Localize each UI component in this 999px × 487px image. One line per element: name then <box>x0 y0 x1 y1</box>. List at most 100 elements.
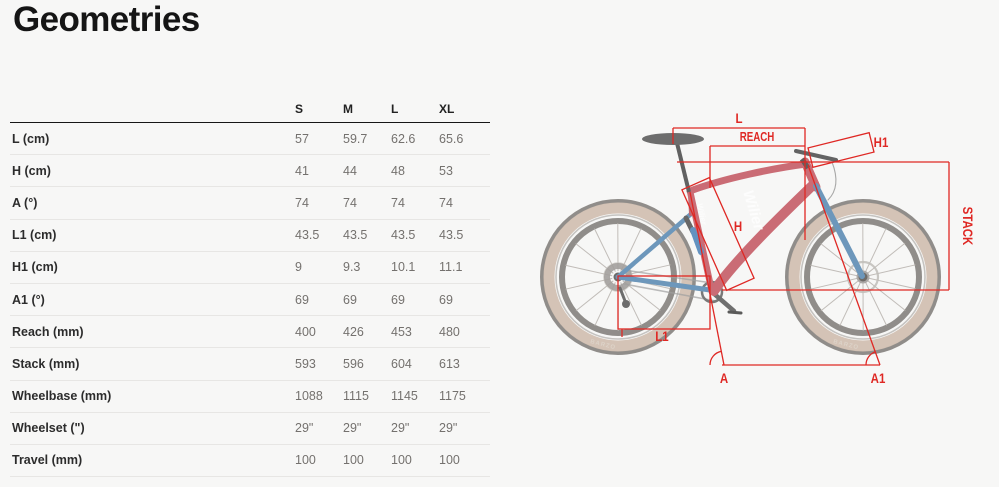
row-value: 41 <box>295 163 309 178</box>
table-row: Wheelbase (mm) 1088 1115 1145 1175 <box>10 381 490 413</box>
row-value: 100 <box>439 453 460 468</box>
table-header-row: S M L XL <box>10 95 490 123</box>
size-header-m: M <box>343 101 353 116</box>
row-value: 29" <box>295 421 314 436</box>
brake-cable <box>827 161 837 201</box>
reach-label: REACH <box>740 131 775 144</box>
row-label: H1 (cm) <box>12 260 58 275</box>
page-title: Geometries <box>13 0 200 39</box>
row-value: 1088 <box>295 389 323 404</box>
top-tube <box>686 160 810 195</box>
row-value: 100 <box>391 453 412 468</box>
table-body: L (cm) 57 59.7 62.6 65.6 H (cm) 41 44 48… <box>10 123 490 478</box>
table-row: A1 (°) 69 69 69 69 <box>10 284 490 317</box>
row-value: 43.5 <box>343 228 368 243</box>
dimension-a <box>689 191 725 366</box>
row-value: 69 <box>295 292 309 307</box>
geometry-annotations: L REACH H1 STACK H <box>617 110 976 386</box>
h-label: H <box>734 218 742 234</box>
seatstay <box>615 211 694 280</box>
table-row: Stack (mm) 593 596 604 613 <box>10 348 490 381</box>
row-value: 74 <box>391 195 405 210</box>
row-value: 57 <box>295 131 309 146</box>
dimension-stack <box>677 161 950 291</box>
bike-diagram: BARZO BARZO <box>540 110 976 386</box>
row-value: 1175 <box>439 389 466 404</box>
row-label: Wheelbase (mm) <box>12 389 112 404</box>
row-value: 1145 <box>391 389 418 404</box>
row-value: 400 <box>295 324 316 339</box>
row-label: L1 (cm) <box>12 228 57 243</box>
size-header-s: S <box>295 101 304 116</box>
row-value: 44 <box>343 163 357 178</box>
geometry-table: S M L XL L (cm) 57 59.7 62.6 65.6 H (cm)… <box>10 95 490 478</box>
derailleur-icon <box>618 286 627 303</box>
row-label: L (cm) <box>12 131 50 146</box>
dimension-reach <box>709 145 805 188</box>
table-row: L1 (cm) 43.5 43.5 43.5 43.5 <box>10 220 490 252</box>
row-value: 65.6 <box>439 131 464 146</box>
h1-label: H1 <box>874 134 889 150</box>
row-value: 604 <box>391 356 412 371</box>
l-label: L <box>735 110 742 126</box>
row-value: 62.6 <box>391 131 416 146</box>
table-row: Wheelset (") 29" 29" 29" 29" <box>10 413 490 445</box>
row-value: 426 <box>343 324 364 339</box>
row-value: 9 <box>295 260 302 275</box>
dimension-l1 <box>617 275 711 337</box>
fork <box>813 183 865 279</box>
row-label: Stack (mm) <box>12 356 80 371</box>
row-value: 69 <box>391 292 405 307</box>
row-value: 100 <box>343 453 364 468</box>
table-row: A (°) 74 74 74 74 <box>10 187 490 220</box>
row-value: 29" <box>391 421 410 436</box>
row-value: 613 <box>439 356 460 371</box>
table-row: H (cm) 41 44 48 53 <box>10 155 490 188</box>
dimension-h <box>681 176 755 292</box>
row-value: 43.5 <box>439 228 464 243</box>
size-header-xl: XL <box>439 101 455 116</box>
size-header-l: L <box>391 101 399 116</box>
row-value: 29" <box>439 421 458 436</box>
row-value: 43.5 <box>295 228 320 243</box>
row-value: 59.7 <box>343 131 368 146</box>
table-row: Reach (mm) 400 426 453 480 <box>10 316 490 349</box>
row-value: 74 <box>343 195 357 210</box>
row-value: 69 <box>439 292 453 307</box>
row-value: 74 <box>439 195 453 210</box>
frame-logo: Wilier <box>739 188 767 233</box>
row-value: 48 <box>391 163 405 178</box>
a1-label: A1 <box>871 370 886 386</box>
row-value: 11.1 <box>439 260 463 275</box>
front-wheel: BARZO <box>785 199 941 355</box>
stack-label: STACK <box>960 207 976 246</box>
l1-label: L1 <box>655 328 668 344</box>
row-value: 593 <box>295 356 316 371</box>
row-label: Wheelset (") <box>12 421 85 436</box>
chainstay <box>615 274 713 293</box>
row-value: 29" <box>343 421 362 436</box>
table-row: H1 (cm) 9 9.3 10.1 11.1 <box>10 252 490 284</box>
row-value: 9.3 <box>343 260 361 275</box>
row-value: 1115 <box>343 389 369 404</box>
row-value: 43.5 <box>391 228 416 243</box>
row-value: 596 <box>343 356 364 371</box>
row-value: 74 <box>295 195 309 210</box>
table-row: Travel (mm) 100 100 100 100 <box>10 445 490 478</box>
row-value: 100 <box>295 453 316 468</box>
row-value: 453 <box>391 324 412 339</box>
pedal-icon <box>727 310 743 315</box>
dimension-h1 <box>807 131 875 169</box>
row-label: A (°) <box>12 195 38 210</box>
handlebar <box>794 149 838 162</box>
row-label: Reach (mm) <box>12 324 84 339</box>
a-label: A <box>720 370 728 386</box>
row-value: 480 <box>439 324 460 339</box>
row-label: Travel (mm) <box>12 453 83 468</box>
shock-icon <box>690 227 704 255</box>
row-value: 69 <box>343 292 357 307</box>
row-label: A1 (°) <box>12 292 45 307</box>
row-value: 10.1 <box>391 260 416 275</box>
dimension-l <box>672 127 806 240</box>
